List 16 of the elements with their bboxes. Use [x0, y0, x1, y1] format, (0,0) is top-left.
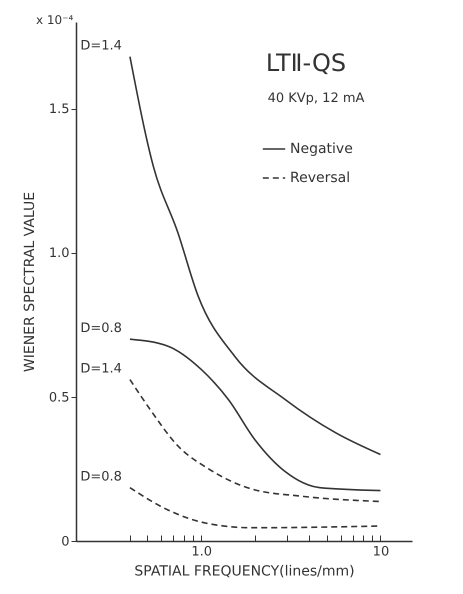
annotation: D=1.4: [80, 362, 122, 377]
legend-label: Negative: [290, 141, 353, 157]
legend-label: Reversal: [290, 170, 350, 186]
annotation: D=0.8: [80, 470, 122, 485]
x-tick-label: 10: [372, 544, 390, 560]
text: x 10⁻⁴: [36, 13, 74, 27]
y-tick-label: 1.5: [48, 102, 70, 117]
y-axis-title: WIENER SPECTRAL VALUE: [22, 192, 38, 372]
y-tick-label: 0: [61, 534, 70, 550]
y-tick-label: 0.5: [48, 390, 70, 406]
y-tick-label: 1.0: [48, 246, 70, 262]
x-axis-title: SPATIAL FREQUENCY(lines/mm): [134, 564, 355, 580]
text: 40 KVp, 12 mA: [268, 91, 365, 106]
text: LTⅡ-QS: [266, 49, 346, 77]
annotation: D=0.8: [80, 321, 122, 336]
annotation: D=1.4: [80, 38, 122, 54]
